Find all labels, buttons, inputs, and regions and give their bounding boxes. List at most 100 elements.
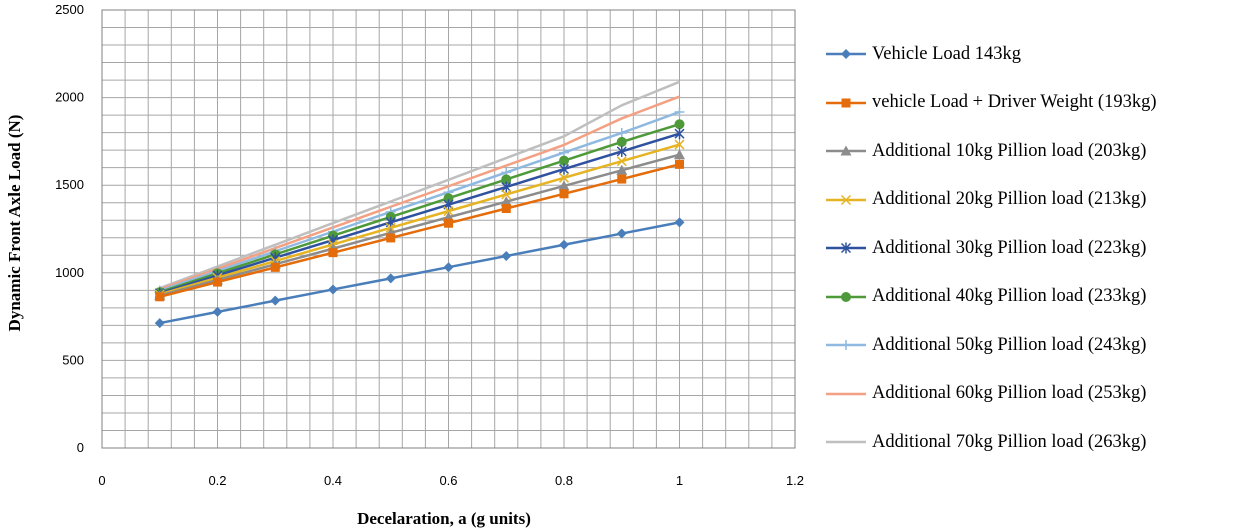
y-tick-label: 1000	[55, 265, 84, 280]
legend-marker	[840, 194, 852, 205]
legend-item: Additional 60kg Pillion load (253kg)	[826, 370, 1250, 419]
data-point	[616, 156, 627, 167]
series-line	[159, 143, 680, 296]
legend-swatch	[826, 98, 866, 108]
legend-swatch	[826, 392, 866, 395]
series-9	[159, 80, 680, 290]
data-point	[328, 248, 338, 258]
data-point	[501, 189, 512, 200]
data-point	[559, 155, 569, 166]
legend-swatch	[826, 242, 866, 254]
legend-marker	[840, 242, 852, 254]
legend-swatch	[826, 49, 866, 60]
plot-area-frame	[101, 9, 796, 449]
x-axis-ticks: 0 0.2 0.4 0.6 0.8 1 1.2	[98, 473, 804, 488]
legend-label: Additional 20kg Pillion load (213kg)	[872, 189, 1147, 210]
y-axis-ticks: 0 500 1000 1500 2000 2500	[55, 2, 84, 455]
data-point	[501, 204, 511, 214]
legend-label: Vehicle Load 143kg	[872, 43, 1021, 64]
legend-swatch	[826, 340, 866, 351]
series-line	[159, 95, 680, 291]
data-point	[155, 292, 165, 302]
series-5	[154, 128, 685, 299]
data-point	[558, 180, 570, 191]
series-line	[159, 163, 680, 299]
series-line	[159, 110, 680, 292]
data-point	[559, 189, 569, 199]
legend-label: vehicle Load + Driver Weight (193kg)	[872, 92, 1157, 113]
legend-item: Additional 70kg Pillion load (263kg)	[826, 418, 1250, 467]
series-line	[159, 153, 680, 297]
data-point	[675, 159, 684, 169]
data-point	[444, 218, 453, 228]
series-line	[159, 80, 680, 290]
x-axis-title: Decelaration, a (g units)	[357, 509, 531, 528]
legend-label: Additional 50kg Pillion load (243kg)	[872, 334, 1147, 355]
data-point	[270, 295, 281, 306]
data-point	[674, 217, 685, 228]
data-point	[500, 196, 512, 207]
legend-item: Additional 10kg Pillion load (203kg)	[826, 127, 1250, 176]
legend-marker	[841, 291, 851, 302]
legend-swatch	[826, 291, 866, 302]
legend-item: Additional 30kg Pillion load (223kg)	[826, 224, 1250, 273]
legend-marker	[841, 340, 851, 351]
data-point	[443, 206, 454, 217]
legend-swatch	[826, 194, 866, 205]
data-point	[501, 181, 512, 193]
legend-marker	[841, 49, 851, 60]
legend-item: Vehicle Load 143kg	[826, 30, 1250, 79]
data-point	[558, 172, 570, 183]
data-point	[443, 193, 454, 204]
data-point	[385, 273, 396, 284]
y-tick-label: 2000	[55, 90, 84, 105]
data-point	[674, 128, 685, 140]
legend-item: Additional 40kg Pillion load (233kg)	[826, 273, 1250, 322]
data-point	[328, 284, 338, 295]
legend-item: Additional 50kg Pillion load (243kg)	[826, 321, 1250, 370]
y-tick-label: 2500	[55, 2, 84, 17]
data-point	[674, 149, 685, 160]
y-tick-label: 1500	[55, 177, 84, 192]
y-tick-label: 0	[77, 440, 84, 455]
legend: Vehicle Load 143kg vehicle Load + Driver …	[826, 30, 1250, 467]
data-point	[616, 145, 627, 157]
data-point	[212, 306, 223, 317]
data-point	[674, 106, 685, 117]
series-2	[155, 159, 684, 302]
y-tick-label: 500	[62, 352, 84, 367]
data-point	[674, 119, 685, 130]
x-tick-label: 0.6	[439, 473, 457, 488]
legend-marker	[841, 98, 851, 108]
legend-swatch	[826, 145, 866, 156]
series-line	[159, 123, 680, 294]
data-point	[443, 262, 454, 273]
data-point	[616, 127, 627, 138]
legend-label: Additional 40kg Pillion load (233kg)	[872, 286, 1147, 307]
series-line	[159, 221, 680, 325]
legend-label: Additional 30kg Pillion load (223kg)	[872, 237, 1147, 258]
x-tick-label: 0.8	[555, 473, 573, 488]
data-point	[559, 239, 569, 250]
data-point	[558, 163, 570, 175]
plot-border	[101, 9, 796, 449]
data-point	[213, 277, 222, 287]
data-point	[617, 174, 627, 184]
legend-item: vehicle Load + Driver Weight (193kg)	[826, 79, 1250, 128]
data-point	[616, 136, 627, 147]
legend-item: Additional 20kg Pillion load (213kg)	[826, 176, 1250, 225]
grid-lines	[101, 9, 796, 449]
data-point	[674, 139, 685, 150]
data-point	[386, 233, 396, 243]
y-axis-title: Dynamic Front Axle Load (N)	[5, 115, 24, 332]
data-point	[501, 174, 512, 185]
x-tick-label: 0.2	[208, 473, 226, 488]
legend-label: Additional 70kg Pillion load (263kg)	[872, 431, 1147, 452]
data-point	[616, 164, 628, 175]
data-point	[501, 250, 512, 261]
x-tick-label: 0.4	[324, 473, 342, 488]
series-layer	[154, 80, 685, 329]
data-point	[616, 228, 627, 239]
data-point	[154, 318, 165, 329]
